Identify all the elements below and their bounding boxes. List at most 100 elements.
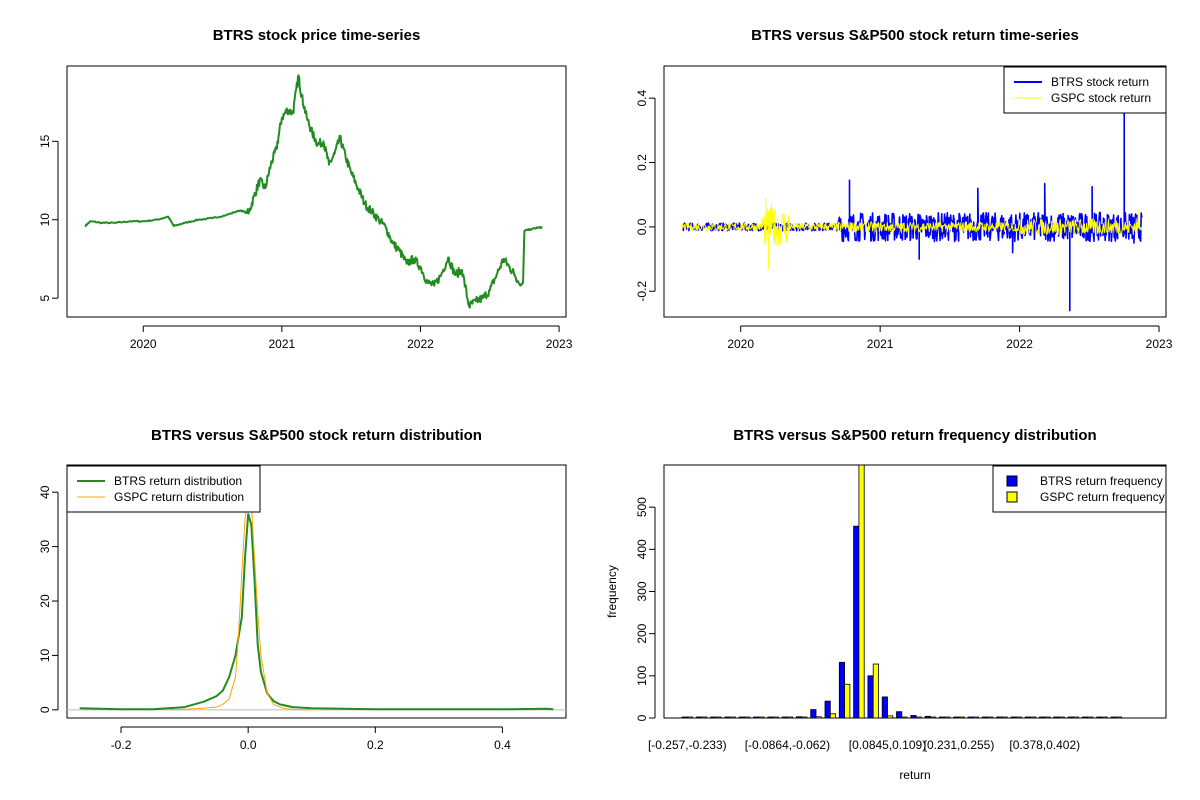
bar <box>1058 716 1065 718</box>
x-tick-label: 2023 <box>546 337 573 351</box>
bar <box>996 716 1003 718</box>
bar <box>1015 716 1022 718</box>
bar <box>853 525 860 718</box>
bar <box>910 715 917 718</box>
x-tick-label: -0.2 <box>111 738 132 752</box>
bar <box>1001 716 1008 718</box>
bar <box>924 715 931 718</box>
bar <box>1087 716 1094 718</box>
y-tick-label: 10 <box>38 648 52 662</box>
bar <box>1082 716 1089 718</box>
bar <box>915 716 922 718</box>
chart-title: BTRS versus S&P500 return frequency dist… <box>733 427 1096 444</box>
bar <box>896 711 903 718</box>
legend-box <box>1003 66 1167 114</box>
bar <box>1010 716 1017 718</box>
bar <box>1110 716 1117 718</box>
y-tick-label: 20 <box>38 594 52 608</box>
series-line-btrs-density <box>79 513 554 711</box>
x-tick-label: 0.0 <box>240 738 257 752</box>
series-line-btrs-price <box>84 74 543 309</box>
x-tick-label: 2020 <box>727 337 754 351</box>
y-tick-label: 10 <box>38 213 52 227</box>
y-tick-label: 100 <box>635 666 649 686</box>
plot-frame <box>66 65 567 318</box>
bar <box>810 709 817 718</box>
legend-box <box>66 465 261 513</box>
legend-label: GSPC stock return <box>1051 91 1151 105</box>
bar <box>987 716 994 718</box>
bar <box>858 465 865 718</box>
x-tick-label: [-0.257,-0.233) <box>648 738 727 752</box>
bar <box>967 716 974 718</box>
y-tick-label: 30 <box>38 540 52 554</box>
bar <box>944 716 951 718</box>
series-line-gspc-return <box>681 197 1143 270</box>
bar <box>1039 716 1046 718</box>
panel-p2: BTRS versus S&P500 stock return time-ser… <box>635 27 1173 351</box>
bar <box>887 715 894 718</box>
y-tick-label: 15 <box>38 134 52 148</box>
bar <box>710 716 717 718</box>
plot-frame <box>663 65 1167 318</box>
x-tick-label: 2021 <box>867 337 894 351</box>
bar <box>958 716 965 718</box>
legend-label: BTRS return frequency <box>1040 474 1163 488</box>
bar <box>1101 716 1108 718</box>
bar <box>729 716 736 718</box>
bar <box>930 716 937 718</box>
legend-swatch <box>1006 491 1018 503</box>
bar <box>1030 716 1037 718</box>
bar <box>824 700 831 718</box>
bar <box>767 716 774 718</box>
bar <box>1044 716 1051 718</box>
bar <box>844 683 851 718</box>
y-tick-label: 0 <box>38 706 52 713</box>
y-tick-label: 200 <box>635 623 649 643</box>
x-tick-label: [0.231,0.255) <box>924 738 995 752</box>
y-tick-label: 0 <box>635 714 649 721</box>
bar <box>1096 716 1103 718</box>
chart-title: BTRS stock price time-series <box>213 27 421 44</box>
bar-group <box>681 465 1123 718</box>
y-tick-label: 0.2 <box>635 154 649 171</box>
panel-p3: BTRS versus S&P500 stock return distribu… <box>38 427 567 752</box>
chart-title: BTRS versus S&P500 stock return time-ser… <box>751 27 1079 44</box>
bar <box>701 716 708 718</box>
series-line-gspc-density <box>165 491 312 711</box>
bar <box>1053 716 1060 718</box>
bar <box>829 713 836 718</box>
y-axis-title: frequency <box>605 565 619 618</box>
y-tick-label: 0.4 <box>635 90 649 107</box>
bar <box>744 716 751 718</box>
bar <box>787 716 794 718</box>
legend-label: GSPC return frequency <box>1040 490 1165 504</box>
bar <box>695 716 702 718</box>
y-tick-label: 0.0 <box>635 218 649 235</box>
series-line-btrs-return <box>681 107 1143 312</box>
x-tick-label: 2022 <box>1006 337 1033 351</box>
x-tick-label: [-0.0864,-0.062) <box>745 738 830 752</box>
y-tick-label: 400 <box>635 539 649 559</box>
x-tick-label: [0.378,0.402) <box>1009 738 1080 752</box>
bar <box>972 716 979 718</box>
bar <box>681 716 688 718</box>
bar <box>772 716 779 718</box>
bar <box>981 716 988 718</box>
y-tick-label: 40 <box>38 485 52 499</box>
bar <box>758 716 765 718</box>
panel-p1: BTRS stock price time-series 5 10 15 2020 202… <box>38 27 573 351</box>
bar <box>1073 716 1080 718</box>
y-tick-label: 500 <box>635 497 649 517</box>
y-tick-label: 5 <box>38 295 52 302</box>
bar <box>872 663 879 718</box>
bar <box>715 716 722 718</box>
bar <box>801 716 808 718</box>
bar <box>1115 716 1123 718</box>
x-tick-label: 0.4 <box>494 738 511 752</box>
x-axis-title: return <box>899 768 930 782</box>
bar <box>901 716 908 718</box>
y-tick-label: -0.2 <box>635 281 649 302</box>
plot-frame <box>66 464 567 719</box>
legend-box <box>992 465 1167 513</box>
